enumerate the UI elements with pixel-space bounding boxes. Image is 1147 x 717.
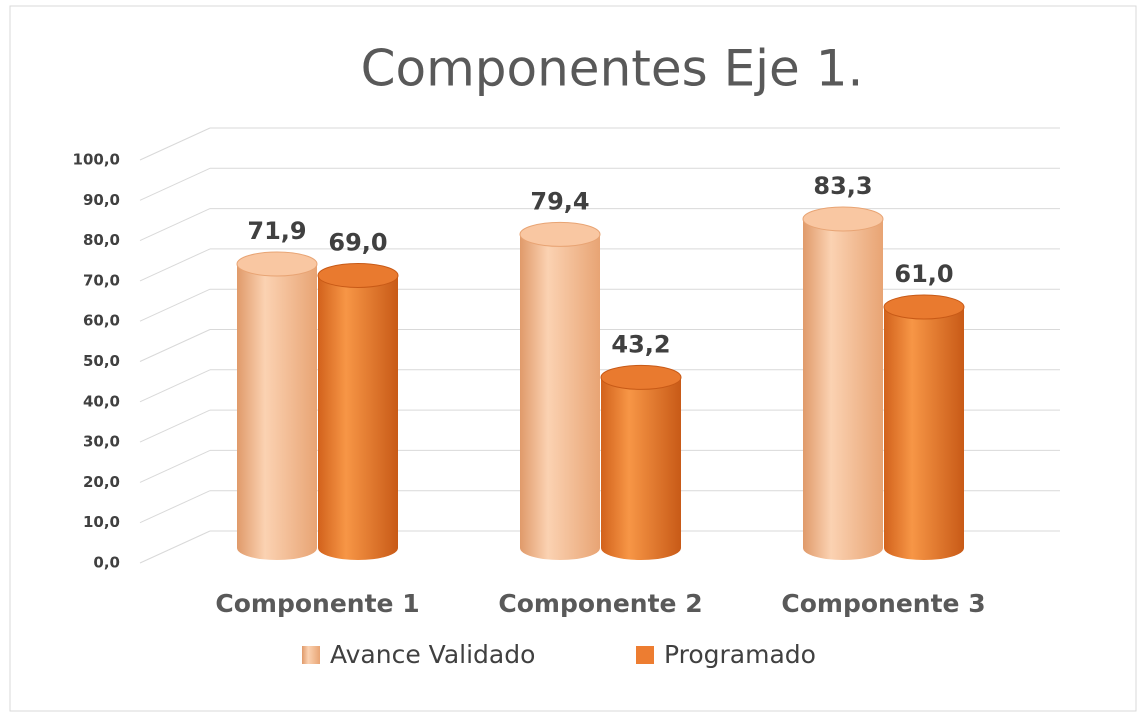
- grid-line: [139, 208, 211, 242]
- value-label: 43,2: [611, 330, 670, 358]
- x-tick-label: Componente 3: [781, 589, 985, 618]
- value-label: 69,0: [328, 228, 387, 256]
- y-tick-label: 50,0: [83, 352, 120, 370]
- y-tick-label: 40,0: [83, 392, 120, 410]
- grid-line: [139, 288, 211, 322]
- bar: [237, 263, 317, 560]
- value-label: 61,0: [894, 260, 953, 288]
- bar-top: [317, 262, 399, 288]
- y-tick-label: 70,0: [83, 271, 120, 289]
- y-tick-label: 60,0: [83, 312, 120, 330]
- y-tick-label: 10,0: [83, 513, 120, 531]
- grid-line: [139, 369, 211, 403]
- value-label: 71,9: [247, 217, 306, 245]
- bar: [884, 307, 964, 560]
- legend-label: Avance Validado: [330, 640, 535, 669]
- grid-line: [139, 329, 211, 362]
- bar: [318, 275, 398, 560]
- y-tick-label: 20,0: [83, 473, 120, 491]
- grid-line: [139, 409, 211, 443]
- grid-line: [139, 248, 211, 282]
- grid-line: [139, 167, 211, 201]
- bar-top: [802, 206, 884, 232]
- y-tick-label: 30,0: [83, 433, 120, 451]
- bar-top: [519, 221, 601, 247]
- value-label: 79,4: [530, 187, 589, 215]
- y-tick-label: 100,0: [73, 151, 120, 169]
- bar: [520, 234, 600, 560]
- legend-label: Programado: [664, 640, 816, 669]
- grid-line: [139, 127, 211, 161]
- value-label: 83,3: [813, 172, 872, 200]
- legend-marker: [302, 646, 320, 664]
- chart-title: Componentes Eje 1.: [361, 40, 864, 98]
- legend-marker: [636, 646, 654, 664]
- grid-line: [139, 449, 211, 483]
- y-tick-label: 0,0: [93, 554, 120, 572]
- bar-top: [236, 251, 318, 277]
- x-tick-label: Componente 1: [215, 589, 419, 618]
- x-tick-label: Componente 2: [498, 589, 702, 618]
- bar-top: [883, 294, 965, 320]
- bar-top: [600, 364, 682, 390]
- y-tick-label: 90,0: [83, 191, 120, 209]
- y-tick-label: 80,0: [83, 231, 120, 249]
- grid-line: [139, 490, 211, 524]
- bar: [803, 218, 883, 560]
- grid-line: [139, 530, 211, 564]
- bar: [601, 377, 681, 560]
